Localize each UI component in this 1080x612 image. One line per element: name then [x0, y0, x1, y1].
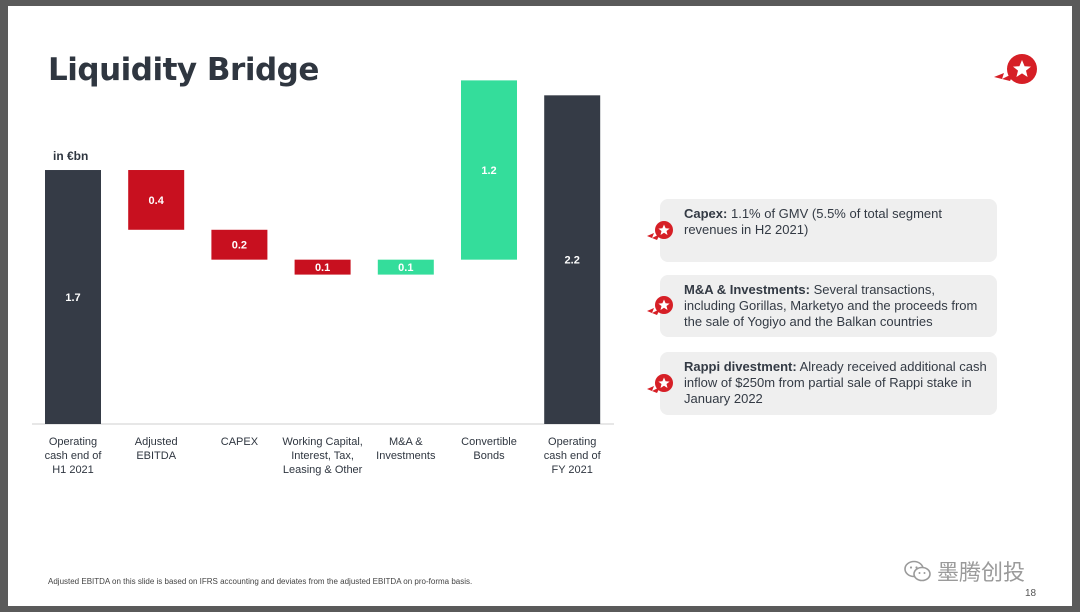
card-text: Already received additional cash inflow … [684, 359, 987, 406]
bar-1 [45, 170, 101, 424]
category-label-2: Adjusted EBITDA [135, 436, 178, 462]
slide: Liquidity Bridge in €bn 1.7 0.4 0.2 0.1 0.1 1… [8, 6, 1072, 606]
data-label-7: 2.2 [565, 255, 580, 267]
unit-label: in €bn [53, 149, 89, 163]
category-label-4: Working Capital, Interest, Tax, Leasing & … [282, 436, 363, 476]
bar-6 [461, 80, 517, 260]
info-card-capex: Capex: 1.1% of GMV (5.5% of total segmen… [647, 199, 997, 262]
info-card-mna: M&A & Investments: Several transactions,… [647, 275, 997, 337]
category-label-7: Operating cash end of FY 2021 [544, 436, 602, 476]
delivery-hero-logo-icon [994, 54, 1037, 84]
wechat-icon [904, 560, 931, 582]
data-label-2: 0.4 [149, 195, 165, 207]
card-text: Several transactions, including Gorillas… [684, 282, 978, 329]
liquidity-waterfall-chart: 1.7 0.4 0.2 0.1 0.1 1.2 2.2 Operating cash end … [32, 80, 614, 476]
data-label-6: 1.2 [481, 165, 496, 177]
page-title: Liquidity Bridge [48, 52, 319, 88]
watermark-text: 墨腾创投 [937, 561, 1026, 586]
footnote: Adjusted EBITDA on this slide is based o… [48, 577, 473, 586]
rocket-icon [647, 373, 673, 393]
rocket-icon [647, 296, 673, 315]
card-text: 1.1% of GMV (5.5% of total segment reven… [684, 206, 942, 237]
bar-5 [377, 259, 434, 275]
bar-4 [294, 259, 351, 275]
data-label-3: 0.2 [232, 240, 247, 252]
category-label-5: M&A & Investments [376, 436, 436, 462]
watermark: 墨腾创投 [903, 555, 1025, 587]
data-label-4: 0.1 [315, 262, 330, 274]
info-card-rappi: Rappi divestment: Already received addit… [647, 352, 997, 415]
category-label-1: Operating cash end of H1 2021 [45, 436, 103, 476]
page-number: 18 [1025, 588, 1037, 599]
bar-3 [211, 229, 268, 260]
card-heading: Rappi divestment: [684, 359, 797, 374]
card-heading: M&A & Investments: [684, 282, 810, 297]
category-label-6: Convertible Bonds [461, 436, 517, 462]
bar-2 [128, 170, 185, 230]
bar-7 [544, 95, 601, 424]
data-label-1: 1.7 [65, 292, 80, 304]
card-heading: Capex: [684, 206, 728, 221]
category-label-3: CAPEX [221, 436, 259, 448]
rocket-icon [647, 220, 673, 240]
data-label-5: 0.1 [398, 262, 413, 274]
